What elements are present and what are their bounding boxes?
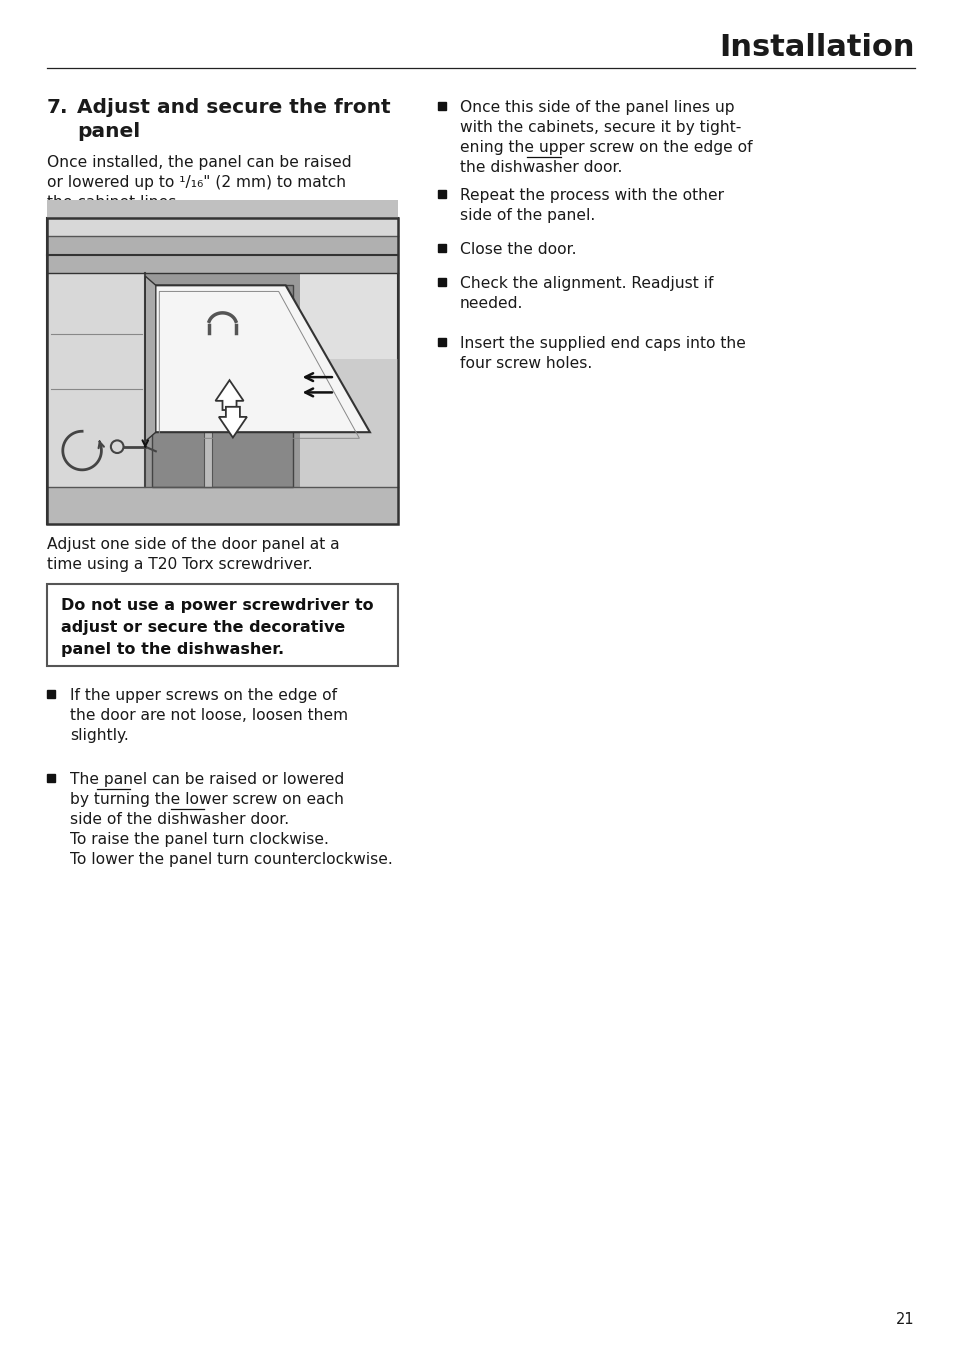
Text: To raise the panel turn clockwise.: To raise the panel turn clockwise. (70, 831, 329, 846)
Text: Check the alignment. Readjust if: Check the alignment. Readjust if (459, 276, 713, 291)
Text: or lowered up to ¹/₁₆" (2 mm) to match: or lowered up to ¹/₁₆" (2 mm) to match (47, 174, 346, 191)
Text: Adjust and secure the front: Adjust and secure the front (77, 97, 390, 118)
Text: the dishwasher door.: the dishwasher door. (459, 160, 621, 174)
Text: the cabinet lines.: the cabinet lines. (47, 195, 181, 210)
Bar (47, 584, 397, 667)
Polygon shape (152, 285, 370, 433)
Text: the door are not loose, loosen them: the door are not loose, loosen them (70, 708, 348, 723)
Bar (437, 279, 446, 287)
Text: four screw holes.: four screw holes. (459, 356, 592, 370)
Text: Close the door.: Close the door. (459, 242, 576, 257)
Bar (47, 218, 397, 525)
Bar (437, 338, 446, 346)
Text: needed.: needed. (459, 296, 523, 311)
Text: slightly.: slightly. (70, 727, 129, 744)
Text: Once this side of the panel lines up: Once this side of the panel lines up (459, 100, 734, 115)
Bar (437, 243, 446, 251)
Text: The panel can be raised or lowered: The panel can be raised or lowered (70, 772, 344, 787)
Polygon shape (215, 380, 243, 410)
Text: Installation: Installation (719, 34, 914, 62)
Text: adjust or secure the decorative: adjust or secure the decorative (61, 621, 345, 635)
Text: Adjust one side of the door panel at a: Adjust one side of the door panel at a (47, 537, 339, 552)
Bar (204, 285, 213, 487)
Text: If the upper screws on the edge of: If the upper screws on the edge of (70, 688, 336, 703)
Text: panel to the dishwasher.: panel to the dishwasher. (61, 642, 284, 657)
Text: panel: panel (77, 122, 140, 141)
Text: ening the upper screw on the edge of: ening the upper screw on the edge of (459, 141, 752, 155)
Bar (47, 487, 397, 525)
Bar (152, 285, 293, 487)
Text: 21: 21 (896, 1311, 914, 1328)
Bar (47, 773, 55, 781)
Bar (299, 358, 397, 487)
Text: Do not use a power screwdriver to: Do not use a power screwdriver to (61, 598, 374, 612)
Text: by turning the lower screw on each: by turning the lower screw on each (70, 792, 344, 807)
Text: side of the panel.: side of the panel. (459, 208, 595, 223)
Bar (47, 690, 55, 698)
Bar (47, 200, 397, 218)
Bar (437, 191, 446, 197)
Bar (47, 218, 397, 273)
Bar (437, 101, 446, 110)
Text: To lower the panel turn counterclockwise.: To lower the panel turn counterclockwise… (70, 852, 393, 867)
Bar (47, 218, 397, 525)
Text: side of the dishwasher door.: side of the dishwasher door. (70, 813, 289, 827)
Text: Once installed, the panel can be raised: Once installed, the panel can be raised (47, 155, 352, 170)
Text: with the cabinets, secure it by tight-: with the cabinets, secure it by tight- (459, 120, 740, 135)
Bar (47, 273, 145, 487)
Text: 7.: 7. (47, 97, 69, 118)
Bar (145, 273, 299, 487)
Polygon shape (145, 276, 155, 441)
Text: time using a T20 Torx screwdriver.: time using a T20 Torx screwdriver. (47, 557, 313, 572)
Bar (47, 200, 397, 237)
Text: Repeat the process with the other: Repeat the process with the other (459, 188, 723, 203)
Polygon shape (218, 407, 247, 438)
Text: Insert the supplied end caps into the: Insert the supplied end caps into the (459, 337, 745, 352)
